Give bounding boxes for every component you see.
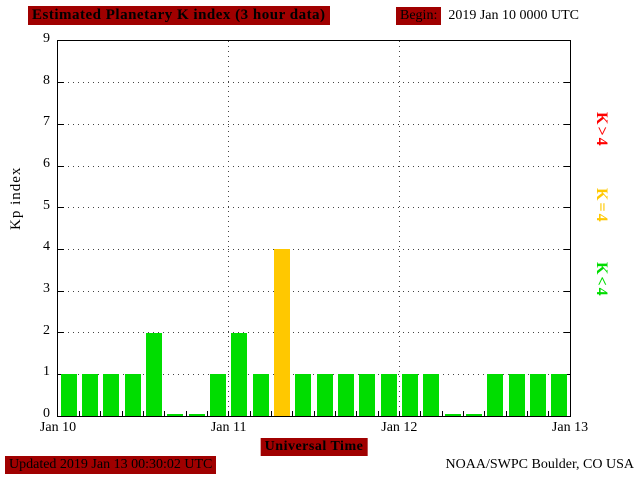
kp-bar <box>487 374 504 416</box>
kp-bar <box>103 374 120 416</box>
begin-time: Begin: 2019 Jan 10 0000 UTC <box>396 7 579 25</box>
gridline-vertical <box>228 41 230 416</box>
y-tick-mark <box>564 290 570 292</box>
x-tick-mark <box>185 411 187 416</box>
y-tick-mark <box>564 248 570 250</box>
x-tick-label: Jan 11 <box>210 420 247 435</box>
x-tick-mark <box>206 411 208 416</box>
y-tick-mark <box>564 207 570 209</box>
x-tick-mark <box>249 411 251 416</box>
x-tick-mark <box>78 411 80 416</box>
y-tick-label: 5 <box>43 197 50 213</box>
y-tick-mark <box>564 332 570 334</box>
x-axis-title: Universal Time <box>260 438 368 456</box>
y-tick-label: 1 <box>43 364 50 380</box>
x-tick-mark <box>100 411 102 416</box>
kp-bar <box>124 374 141 416</box>
kp-bar <box>60 374 77 416</box>
y-tick-mark <box>58 123 64 125</box>
kp-bar <box>508 374 525 416</box>
kp-bar <box>466 414 482 416</box>
y-tick-mark <box>564 165 570 167</box>
y-tick-mark <box>58 82 64 84</box>
x-tick-mark <box>356 411 358 416</box>
x-tick-mark <box>121 411 123 416</box>
kp-bar <box>295 374 312 416</box>
kp-bar <box>188 414 205 416</box>
updated-timestamp: Updated 2019 Jan 13 00:30:02 UTC <box>5 456 217 474</box>
x-tick-mark <box>526 411 528 416</box>
kp-bar <box>146 332 162 416</box>
x-tick-mark <box>292 411 294 416</box>
kp-bar <box>359 374 376 416</box>
x-tick-mark <box>484 411 486 416</box>
chart-title: Estimated Planetary K index (3 hour data… <box>28 6 330 25</box>
y-tick-mark <box>58 332 64 334</box>
begin-value: 2019 Jan 10 0000 UTC <box>448 8 580 23</box>
y-tick-label: 9 <box>43 31 50 46</box>
x-tick-mark <box>420 411 422 416</box>
legend-k-below-4: K<4 <box>593 262 610 298</box>
x-tick-mark <box>142 411 144 416</box>
gridline-horizontal <box>58 332 570 334</box>
x-tick-mark <box>228 411 230 416</box>
y-tick-label: 4 <box>43 239 50 255</box>
kp-bar <box>402 374 418 416</box>
legend-k-above-4: K>4 <box>593 112 610 148</box>
gridline-horizontal <box>58 165 570 167</box>
gridline-horizontal <box>58 248 570 250</box>
x-tick-mark <box>377 411 379 416</box>
y-tick-label: 3 <box>43 281 50 296</box>
kp-bar <box>274 249 290 416</box>
gridline-vertical <box>398 41 400 416</box>
y-tick-label: 2 <box>43 322 50 338</box>
y-tick-mark <box>58 207 64 209</box>
gridline-horizontal <box>58 123 570 125</box>
y-tick-label: 0 <box>43 406 50 421</box>
gridline-horizontal <box>58 82 570 84</box>
x-tick-mark <box>164 411 166 416</box>
x-tick-mark <box>441 411 443 416</box>
y-tick-mark <box>564 82 570 84</box>
x-tick-mark <box>270 411 272 416</box>
y-tick-mark <box>58 165 64 167</box>
begin-label: Begin: <box>396 7 442 25</box>
kp-bar <box>82 374 98 416</box>
gridline-horizontal <box>58 207 570 209</box>
kp-bar <box>252 374 269 416</box>
kp-bar <box>210 374 226 416</box>
x-tick-mark <box>462 411 464 416</box>
kp-bar <box>551 374 568 416</box>
y-tick-mark <box>564 123 570 125</box>
kp-bar <box>231 332 248 416</box>
y-tick-label: 7 <box>43 114 50 130</box>
x-tick-mark <box>334 411 336 416</box>
gridline-horizontal <box>58 373 570 375</box>
y-tick-mark <box>58 290 64 292</box>
y-tick-label: 8 <box>43 72 50 88</box>
legend-k-equal-4: K=4 <box>593 188 610 224</box>
y-axis-title: Kp index <box>8 166 24 230</box>
x-tick-mark <box>313 411 315 416</box>
gridline-horizontal <box>58 290 570 292</box>
x-tick-label: Jan 13 <box>551 420 589 435</box>
kp-bar <box>423 374 440 416</box>
source-attribution: NOAA/SWPC Boulder, CO USA <box>445 457 634 472</box>
x-tick-label: Jan 12 <box>381 420 418 435</box>
x-tick-label: Jan 10 <box>39 420 77 435</box>
kp-bar <box>380 374 397 416</box>
y-tick-mark <box>58 248 64 250</box>
kp-bar <box>530 374 546 416</box>
kp-bar <box>167 414 184 416</box>
plot-area <box>57 40 571 417</box>
kp-bar <box>316 374 333 416</box>
x-tick-mark <box>505 411 507 416</box>
y-tick-label: 6 <box>43 156 50 171</box>
x-tick-mark <box>398 411 400 416</box>
kp-bar <box>338 374 354 416</box>
x-tick-mark <box>548 411 550 416</box>
kp-bar <box>444 414 461 416</box>
